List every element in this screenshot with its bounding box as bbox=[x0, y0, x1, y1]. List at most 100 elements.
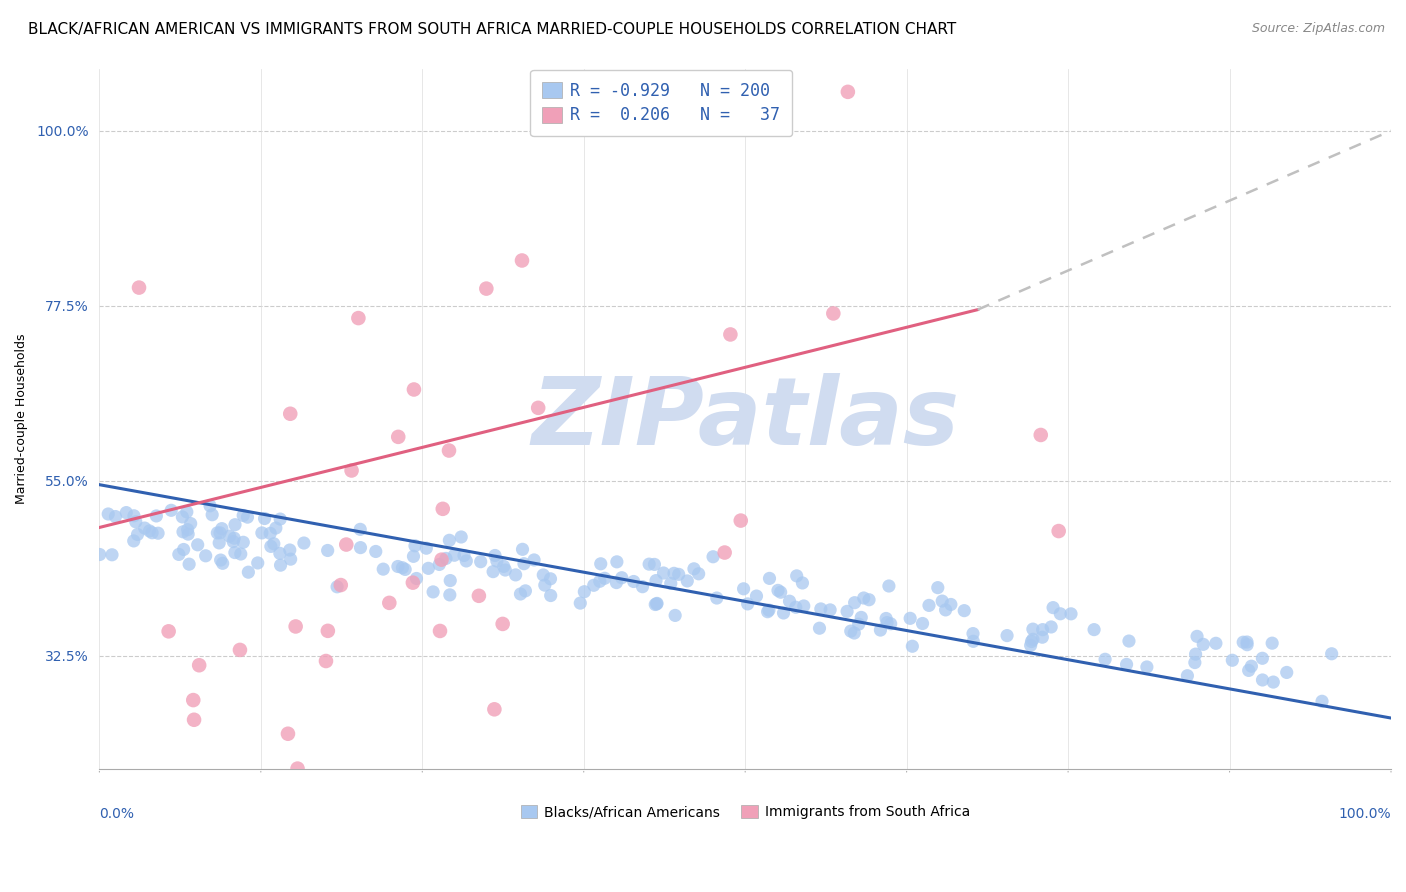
Point bbox=[167, 548, 190, 562]
Point bbox=[898, 611, 921, 625]
Point bbox=[201, 508, 224, 522]
Point bbox=[127, 527, 149, 541]
Point bbox=[772, 606, 794, 620]
Point bbox=[439, 588, 461, 602]
Point bbox=[128, 280, 150, 294]
Point bbox=[429, 624, 451, 638]
Point bbox=[427, 558, 450, 572]
Point bbox=[404, 539, 426, 553]
Point bbox=[1236, 638, 1258, 652]
Point bbox=[1022, 632, 1045, 647]
Point bbox=[918, 599, 941, 613]
Point bbox=[1185, 629, 1208, 643]
Point bbox=[1251, 651, 1274, 665]
Point bbox=[509, 587, 531, 601]
Point bbox=[1136, 660, 1159, 674]
Point bbox=[263, 537, 285, 551]
Point bbox=[122, 508, 145, 523]
Point bbox=[852, 591, 875, 605]
Point bbox=[1236, 635, 1258, 649]
Point bbox=[292, 536, 315, 550]
Point bbox=[1192, 637, 1215, 651]
Point bbox=[172, 524, 194, 539]
Point bbox=[229, 643, 252, 657]
Point bbox=[844, 596, 866, 610]
Point bbox=[953, 604, 976, 618]
Point bbox=[756, 605, 779, 619]
Point bbox=[758, 571, 780, 585]
Point bbox=[793, 599, 815, 613]
Point bbox=[810, 602, 832, 616]
Point bbox=[1240, 659, 1263, 673]
Point bbox=[387, 559, 409, 574]
Point bbox=[329, 578, 352, 592]
Point bbox=[264, 521, 287, 535]
Point bbox=[485, 554, 508, 568]
Point bbox=[523, 553, 546, 567]
Point bbox=[183, 713, 205, 727]
Point bbox=[180, 516, 202, 531]
Point bbox=[688, 566, 710, 581]
Point bbox=[173, 542, 195, 557]
Point bbox=[260, 540, 283, 554]
Point bbox=[394, 562, 416, 576]
Point bbox=[785, 600, 807, 615]
Point bbox=[349, 541, 371, 555]
Point bbox=[236, 510, 259, 524]
Point bbox=[875, 611, 897, 625]
Point bbox=[1251, 673, 1274, 687]
Point bbox=[115, 506, 138, 520]
Point bbox=[931, 594, 953, 608]
Point bbox=[513, 557, 536, 571]
Point bbox=[1310, 694, 1333, 708]
Point bbox=[316, 624, 339, 638]
Point bbox=[1040, 620, 1063, 634]
Point bbox=[181, 693, 204, 707]
Point bbox=[335, 537, 357, 551]
Point bbox=[315, 654, 337, 668]
Point bbox=[589, 574, 612, 589]
Text: 0.0%: 0.0% bbox=[100, 807, 135, 822]
Point bbox=[935, 603, 957, 617]
Point bbox=[387, 430, 409, 444]
Point bbox=[879, 616, 901, 631]
Point bbox=[187, 538, 209, 552]
Point bbox=[730, 514, 752, 528]
Point bbox=[995, 629, 1018, 643]
Point bbox=[662, 566, 685, 581]
Point bbox=[101, 548, 124, 562]
Point bbox=[531, 568, 554, 582]
Point bbox=[443, 548, 465, 562]
Point bbox=[808, 621, 831, 635]
Point bbox=[134, 521, 156, 535]
Point bbox=[574, 584, 596, 599]
Point bbox=[1237, 664, 1260, 678]
Point bbox=[122, 533, 145, 548]
Point bbox=[1232, 635, 1254, 649]
Point bbox=[848, 617, 870, 632]
Point bbox=[1205, 636, 1227, 650]
Point bbox=[141, 525, 163, 540]
Point bbox=[494, 563, 516, 577]
Point bbox=[911, 616, 934, 631]
Point bbox=[540, 572, 562, 586]
Point bbox=[515, 583, 537, 598]
Point bbox=[450, 530, 472, 544]
Point bbox=[510, 253, 533, 268]
Point bbox=[1118, 634, 1140, 648]
Point bbox=[177, 527, 200, 541]
Point bbox=[229, 547, 252, 561]
Point bbox=[250, 525, 273, 540]
Point bbox=[418, 561, 440, 575]
Point bbox=[1042, 600, 1064, 615]
Point bbox=[316, 543, 339, 558]
Point bbox=[211, 557, 233, 571]
Text: Source: ZipAtlas.com: Source: ZipAtlas.com bbox=[1251, 22, 1385, 36]
Legend: Blacks/African Americans, Immigrants from South Africa: Blacks/African Americans, Immigrants fro… bbox=[515, 799, 976, 825]
Point bbox=[287, 762, 309, 776]
Point bbox=[232, 508, 254, 523]
Text: 100.0%: 100.0% bbox=[1339, 807, 1391, 822]
Point bbox=[683, 562, 706, 576]
Point bbox=[610, 571, 633, 585]
Point bbox=[962, 634, 984, 648]
